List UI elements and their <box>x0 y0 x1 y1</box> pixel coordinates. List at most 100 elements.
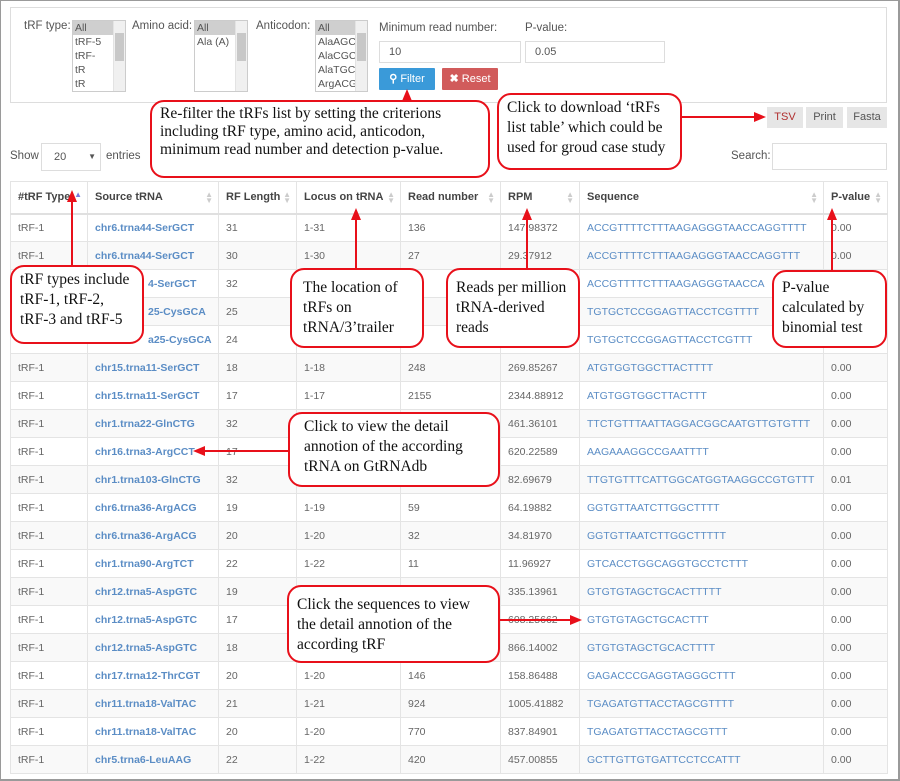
source-trna-link[interactable]: chr1.trna103-GlnCTG <box>87 465 219 494</box>
source-trna-link[interactable]: chr15.trna11-SerGCT <box>87 381 219 410</box>
source-trna-link[interactable]: chr6.trna36-ArgACG <box>87 521 219 550</box>
read-number-cell: 146 <box>400 661 501 690</box>
listbox-option[interactable]: AlaTGC <box>318 64 356 76</box>
reset-button[interactable]: ✖ Reset <box>442 68 498 90</box>
listbox-option[interactable]: tR <box>75 78 86 90</box>
sequence-link[interactable]: GAGACCCGAGGTAGGGCTTT <box>579 661 824 690</box>
table-row: tRF-1 chr6.trna36-ArgACG 20 1-20 32 34.81970 G… <box>10 521 888 550</box>
trf-type-cell: tRF-1 <box>10 577 88 606</box>
source-trna-link[interactable]: chr12.trna5-AspGTC <box>87 577 219 606</box>
listbox-option[interactable]: tRF- <box>75 50 96 62</box>
locus-cell: 1-17 <box>296 381 401 410</box>
column-header-label: Source tRNA <box>95 191 163 204</box>
listbox-option[interactable]: Ala (A) <box>197 36 230 48</box>
sequence-link[interactable]: GTCACCTGGCAGGTGCCTCTTT <box>579 549 824 578</box>
source-trna-link[interactable]: chr6.trna36-ArgACG <box>87 493 219 522</box>
sequence-link[interactable]: ACCGTTTTCTTTAAGAGGGTAACCAGGTTT <box>579 241 824 270</box>
filter-button-label: Filter <box>400 73 425 85</box>
trf-type-cell: tRF-1 <box>10 213 88 242</box>
pvalue-cell: 0.00 <box>823 661 888 690</box>
source-trna-link[interactable]: chr1.trna90-ArgTCT <box>87 549 219 578</box>
trf-type-listbox[interactable]: All tRF-5 tRF-tR tR <box>72 20 126 92</box>
source-trna-link[interactable]: chr15.trna11-SerGCT <box>87 353 219 382</box>
listbox-option[interactable]: All <box>195 21 235 35</box>
source-trna-link[interactable]: chr12.trna5-AspGTC <box>87 633 219 662</box>
scrollbar-thumb[interactable] <box>237 33 246 61</box>
sequence-link[interactable]: ACCGTTTTCTTTAAGAGGGTAACCAGGTTTT <box>579 213 824 242</box>
column-header[interactable]: Source tRNA ▲ ▼ <box>87 181 219 215</box>
sequence-link[interactable]: GTGTGTAGCTGCACTTTT <box>579 633 824 662</box>
sequence-link[interactable]: GGTGTTAATCTTGGCTTTTT <box>579 521 824 550</box>
filter-button[interactable]: ⚲ Filter <box>379 68 435 90</box>
listbox-option[interactable]: AlaCGC <box>318 50 357 62</box>
source-trna-link[interactable]: chr11.trna18-ValTAC <box>87 717 219 746</box>
pvalue-input[interactable]: 0.05 <box>525 41 665 63</box>
source-trna-link[interactable]: chr12.trna5-AspGTC <box>87 605 219 634</box>
arrow-head <box>522 208 532 220</box>
listbox-option[interactable]: ArgACG <box>318 78 358 90</box>
listbox-option[interactable]: All <box>73 21 113 35</box>
locus-cell: 1-22 <box>296 549 401 578</box>
rf-length-cell: 21 <box>218 689 297 718</box>
fasta-button[interactable]: Fasta <box>847 107 887 128</box>
column-header[interactable]: RF Length ▲ ▼ <box>218 181 297 215</box>
entries-select[interactable]: 20 ▼ <box>41 143 101 171</box>
sequence-link[interactable]: ATGTGGTGGCTTACTTTT <box>579 353 824 382</box>
scrollbar[interactable] <box>235 21 247 91</box>
column-header[interactable]: Sequence ▲ ▼ <box>579 181 824 215</box>
listbox-option[interactable]: tRF-5 <box>75 36 102 48</box>
read-number-cell: 770 <box>400 717 501 746</box>
arrow-head <box>351 208 361 220</box>
source-trna-link[interactable]: chr11.trna18-ValTAC <box>87 689 219 718</box>
source-trna-link[interactable]: chr5.trna6-LeuAAG <box>87 745 219 774</box>
arrow-line <box>71 200 73 265</box>
sort-icon: ▲ ▼ <box>874 190 882 205</box>
sequence-link[interactable]: TGAGATGTTACCTAGCGTTTT <box>579 689 824 718</box>
listbox-option[interactable]: AlaAGC <box>318 36 356 48</box>
sequence-link[interactable]: TGAGATGTTACCTAGCGTTT <box>579 717 824 746</box>
pvalue-cell: 0.00 <box>823 409 888 438</box>
rf-length-cell: 25 <box>218 297 297 326</box>
print-button[interactable]: Print <box>806 107 843 128</box>
source-trna-link[interactable]: chr1.trna22-GlnCTG <box>87 409 219 438</box>
scrollbar[interactable] <box>355 21 367 91</box>
search-input[interactable] <box>772 143 887 170</box>
pvalue-cell: 0.01 <box>823 465 888 494</box>
sequence-link[interactable]: GGTGTTAATCTTGGCTTTT <box>579 493 824 522</box>
scrollbar-thumb[interactable] <box>357 33 366 61</box>
source-trna-link[interactable]: chr17.trna12-ThrCGT <box>87 661 219 690</box>
column-header[interactable]: RPM ▲ ▼ <box>500 181 580 215</box>
pvalue-cell: 0.00 <box>823 521 888 550</box>
column-header[interactable]: Locus on tRNA ▲ ▼ <box>296 181 401 215</box>
tsv-button[interactable]: TSV <box>767 107 803 128</box>
listbox-option[interactable]: All <box>316 21 355 35</box>
locus-cell: 1-31 <box>296 213 401 242</box>
sort-icon: ▲ ▼ <box>387 190 395 205</box>
arrow-line <box>682 116 756 118</box>
scrollbar[interactable] <box>113 21 125 91</box>
column-header[interactable]: Read number ▲ ▼ <box>400 181 501 215</box>
scrollbar-thumb[interactable] <box>115 33 124 61</box>
sequence-link[interactable]: GTGTGTAGCTGCACTTT <box>579 605 824 634</box>
anticodon-listbox[interactable]: All AlaAGC AlaCGC AlaTGC ArgACG <box>315 20 368 92</box>
sequence-link[interactable]: AAGAAAGGCCGAATTTT <box>579 437 824 466</box>
sequence-link[interactable]: GCTTGTTGTGATTCCTCCATTT <box>579 745 824 774</box>
sequence-link[interactable]: ATGTGGTGGCTTACTTT <box>579 381 824 410</box>
source-trna-link[interactable]: chr6.trna44-SerGCT <box>87 213 219 242</box>
min-read-input[interactable]: 10 <box>379 41 521 63</box>
callout-sequence: Click the sequences to view the detail a… <box>287 585 500 663</box>
rf-length-cell: 22 <box>218 549 297 578</box>
read-number-cell: 136 <box>400 213 501 242</box>
column-header-label: Read number <box>408 191 479 204</box>
anticodon-label: Anticodon: <box>256 20 311 32</box>
rpm-cell: 64.19882 <box>500 493 580 522</box>
listbox-option[interactable]: tR <box>75 64 86 76</box>
sequence-link[interactable]: TTGTGTTTCATTGGCATGGTAAGGCCGTGTTT <box>579 465 824 494</box>
trf-type-cell: tRF-1 <box>10 745 88 774</box>
amino-acid-listbox[interactable]: All Ala (A) <box>194 20 248 92</box>
callout-location: The location of tRFs on tRNA/3’trailer <box>290 268 424 348</box>
locus-cell: 1-18 <box>296 353 401 382</box>
pvalue-cell: 0.00 <box>823 437 888 466</box>
sequence-link[interactable]: TTCTGTTTAATTAGGACGGCAATGTTGTGTTT <box>579 409 824 438</box>
sequence-link[interactable]: GTGTGTAGCTGCACTTTTT <box>579 577 824 606</box>
